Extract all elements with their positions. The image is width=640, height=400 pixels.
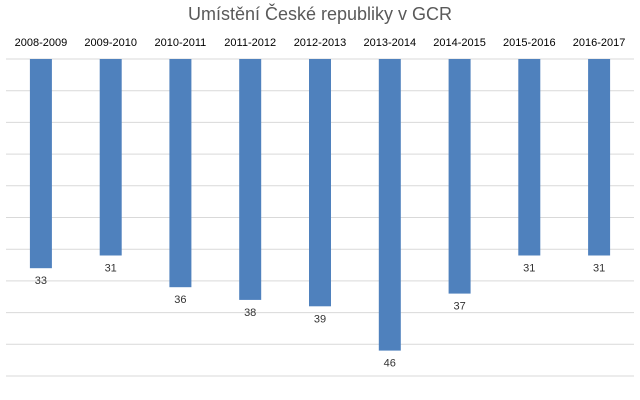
chart-title: Umístění České republiky v GCR xyxy=(187,4,453,24)
bar-2016-2017 xyxy=(588,59,611,256)
category-label: 2011-2012 xyxy=(224,37,276,49)
data-labels: 33 31 36 38 39 46 37 31 31 xyxy=(35,263,605,370)
bar-2014-2015 xyxy=(448,59,471,294)
category-label: 2009-2010 xyxy=(84,37,137,49)
category-label: 2013-2014 xyxy=(363,37,416,49)
category-label: 2014-2015 xyxy=(433,37,486,49)
bars xyxy=(29,59,611,351)
category-label: 2010-2011 xyxy=(155,37,207,49)
category-labels: 2008-2009 2009-2010 2010-2011 2011-2012 2012… xyxy=(15,37,626,49)
bar-2015-2016 xyxy=(518,59,541,256)
bar-2010-2011 xyxy=(169,59,192,288)
data-label: 31 xyxy=(593,263,605,275)
category-label: 2012-2013 xyxy=(294,37,347,49)
bar-2013-2014 xyxy=(378,59,401,351)
bar-2012-2013 xyxy=(309,59,331,307)
data-label: 39 xyxy=(314,313,326,325)
category-label: 2008-2009 xyxy=(15,37,68,49)
bar-2009-2010 xyxy=(99,59,122,256)
bar-2011-2012 xyxy=(239,59,262,300)
data-label: 36 xyxy=(174,294,186,306)
data-label: 31 xyxy=(523,263,535,275)
data-label: 31 xyxy=(105,263,117,275)
category-label: 2016-2017 xyxy=(573,37,626,49)
data-label: 46 xyxy=(384,358,396,370)
bar-2008-2009 xyxy=(29,59,52,269)
category-label: 2015-2016 xyxy=(503,37,556,49)
data-label: 37 xyxy=(453,301,465,313)
data-label: 33 xyxy=(35,275,47,287)
data-label: 38 xyxy=(244,307,256,319)
